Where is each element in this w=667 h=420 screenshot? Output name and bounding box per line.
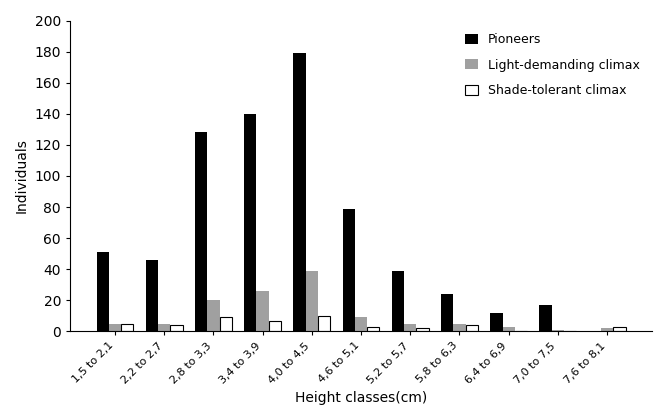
Bar — [318, 316, 330, 331]
Bar — [601, 328, 613, 331]
Bar — [269, 320, 281, 331]
Bar — [219, 318, 232, 331]
Bar — [244, 114, 257, 331]
Bar — [502, 327, 515, 331]
Bar — [146, 260, 158, 331]
Bar — [490, 313, 502, 331]
Bar — [540, 305, 552, 331]
Bar — [293, 53, 305, 331]
Bar — [613, 327, 626, 331]
Bar — [466, 325, 478, 331]
Legend: Pioneers, Light-demanding climax, Shade-tolerant climax: Pioneers, Light-demanding climax, Shade-… — [459, 27, 646, 103]
Bar — [392, 271, 404, 331]
Bar — [195, 132, 207, 331]
Bar — [441, 294, 454, 331]
Bar — [368, 327, 380, 331]
Bar — [170, 325, 183, 331]
X-axis label: Height classes(cm): Height classes(cm) — [295, 391, 427, 405]
Bar — [552, 330, 564, 331]
Y-axis label: Individuals: Individuals — [15, 139, 29, 213]
Bar — [97, 252, 109, 331]
Bar — [121, 324, 133, 331]
Bar — [257, 291, 269, 331]
Bar — [207, 300, 219, 331]
Bar — [158, 324, 170, 331]
Bar — [109, 324, 121, 331]
Bar — [404, 324, 416, 331]
Bar — [416, 328, 429, 331]
Bar — [305, 271, 318, 331]
Bar — [454, 324, 466, 331]
Bar — [355, 318, 368, 331]
Bar — [343, 209, 355, 331]
